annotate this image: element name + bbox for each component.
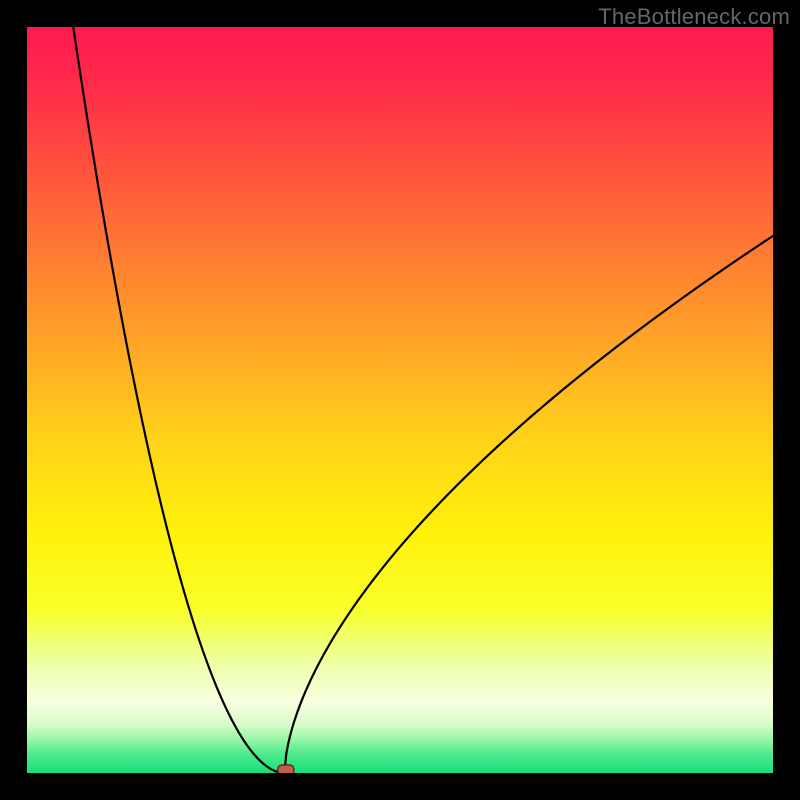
watermark-text: TheBottleneck.com xyxy=(598,4,790,30)
chart-frame: TheBottleneck.com xyxy=(0,0,800,800)
plot-area xyxy=(27,27,773,773)
gradient-bg xyxy=(27,27,773,773)
bottleneck-curve xyxy=(73,27,773,773)
chart-svg xyxy=(27,27,773,773)
vertex-marker xyxy=(278,765,294,773)
